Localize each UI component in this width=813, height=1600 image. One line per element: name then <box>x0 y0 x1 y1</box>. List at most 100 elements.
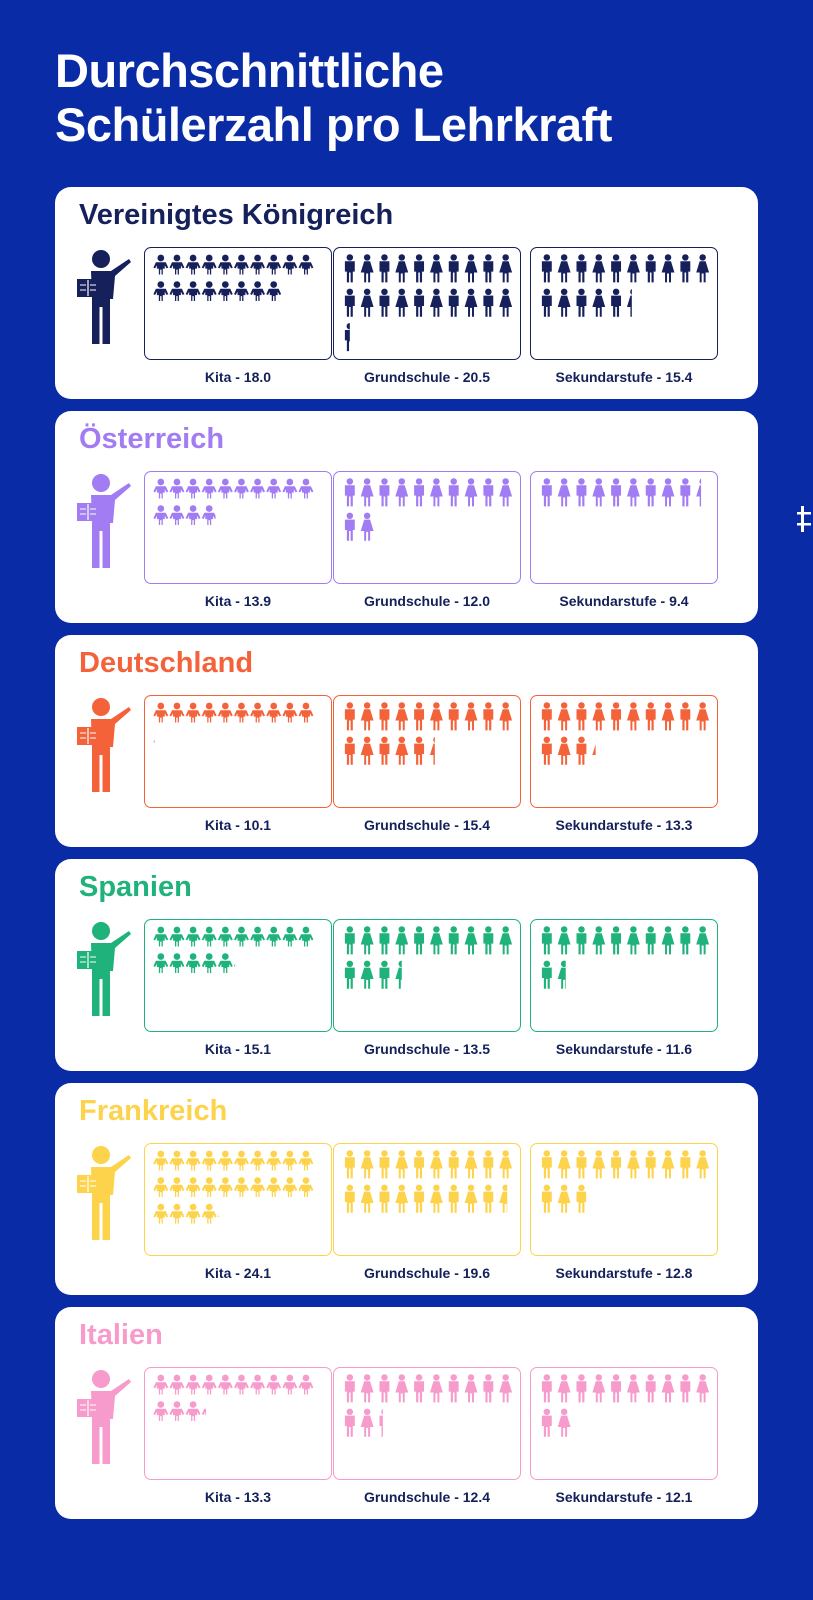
pictogram-figure-icon <box>414 926 425 955</box>
pictogram-figure-icon <box>201 926 217 947</box>
pictogram-figure-icon <box>464 1184 478 1213</box>
pictogram-figure-icon <box>499 1374 513 1403</box>
pictogram-box-1 <box>333 471 521 584</box>
pictogram-figure-icon <box>557 254 571 283</box>
pictogram-figure-icon <box>541 702 552 731</box>
pictogram-figure-icon <box>360 1374 374 1403</box>
pictogram-marks <box>344 1374 513 1437</box>
pictogram-figure-icon <box>448 1184 459 1213</box>
pictogram-figure-icon <box>298 702 314 723</box>
pictogram-figure-icon <box>557 960 566 989</box>
pictogram-figure-icon <box>360 1408 374 1437</box>
pictogram-figure-icon <box>429 254 443 283</box>
pictogram-marks <box>344 1150 513 1213</box>
pictogram-figure-icon <box>395 1184 409 1213</box>
pictogram-figure-icon <box>360 1184 374 1213</box>
pictogram-figure-icon <box>282 478 298 499</box>
pictogram-figure-icon <box>483 926 494 955</box>
pictogram-figure-icon <box>414 288 425 317</box>
pictogram-figure-icon <box>448 1150 459 1179</box>
pictogram-marks <box>153 254 314 302</box>
pictogram-figure-icon <box>217 1177 233 1198</box>
pictogram-figure-icon <box>169 505 185 526</box>
pictogram-figure-icon <box>557 478 571 507</box>
pictogram-figure-icon <box>153 702 169 723</box>
pictogram-figure-icon <box>185 254 201 275</box>
pictogram-figure-icon <box>645 478 656 507</box>
teacher-pointer-icon <box>77 922 131 1016</box>
pictogram-figure-icon <box>499 926 513 955</box>
pictogram-figure-icon <box>576 478 587 507</box>
pictogram-figure-icon <box>344 1374 355 1403</box>
pictogram-figure-icon <box>201 1374 217 1395</box>
pictogram-figure-icon <box>611 926 622 955</box>
pictogram-marks <box>153 926 314 974</box>
pictogram-figure-icon <box>626 288 632 317</box>
country-card: Deutschland Kita - 10.1 Grundschule - 15.4… <box>55 635 758 847</box>
pictogram-figure-icon <box>360 1150 374 1179</box>
pictogram-figure-icon <box>680 478 691 507</box>
pictogram-box-1 <box>333 1143 521 1256</box>
pictogram-figure-icon <box>217 478 233 499</box>
pictogram-figure-icon <box>217 1214 220 1218</box>
category-value-label: Grundschule - 12.0 <box>363 593 491 609</box>
pictogram-figure-icon <box>541 478 552 507</box>
pictogram-figure-icon <box>696 1150 710 1179</box>
pictogram-figure-icon <box>282 926 298 947</box>
pictogram-marks <box>153 702 314 743</box>
pictogram-figure-icon <box>169 702 185 723</box>
pictogram-figure-icon <box>169 478 185 499</box>
pictogram-figure-icon <box>541 926 552 955</box>
pictogram-box-0 <box>144 695 332 808</box>
pictogram-figure-icon <box>483 254 494 283</box>
pictogram-figure-icon <box>266 1177 282 1198</box>
pictogram-figure-icon <box>557 1374 571 1403</box>
pictogram-figure-icon <box>541 254 552 283</box>
pictogram-figure-icon <box>153 926 169 947</box>
pictogram-figure-icon <box>344 512 355 541</box>
pictogram-figure-icon <box>266 254 282 275</box>
pictogram-figure-icon <box>626 254 640 283</box>
pictogram-figure-icon <box>379 1150 390 1179</box>
pictogram-figure-icon <box>557 926 571 955</box>
category-value-label: Kita - 15.1 <box>204 1041 272 1057</box>
pictogram-figure-icon <box>234 926 249 947</box>
pictogram-figure-icon <box>576 254 587 283</box>
pictogram-figure-icon <box>576 926 587 955</box>
pictogram-figure-icon <box>483 478 494 507</box>
country-name: Frankreich <box>79 1095 228 1127</box>
category-value-label: Sekundarstufe - 12.1 <box>555 1489 693 1505</box>
pictogram-figure-icon <box>344 702 355 731</box>
title-line-1: Durchschnittliche <box>55 44 444 97</box>
pictogram-figure-icon <box>360 926 374 955</box>
pictogram-figure-icon <box>344 1150 355 1179</box>
pictogram-figure-icon <box>626 702 640 731</box>
pictogram-figure-icon <box>414 1150 425 1179</box>
pictogram-figure-icon <box>414 702 425 731</box>
pictogram-figure-icon <box>448 702 459 731</box>
pictogram-box-0 <box>144 471 332 584</box>
pictogram-figure-icon <box>344 1408 355 1437</box>
pictogram-marks <box>541 478 702 507</box>
pictogram-figure-icon <box>234 254 249 275</box>
pictogram-figure-icon <box>611 1150 622 1179</box>
pictogram-figure-icon <box>541 1150 552 1179</box>
pictogram-figure-icon <box>696 1374 710 1403</box>
pictogram-figure-icon <box>696 478 702 507</box>
pictogram-figure-icon <box>185 926 201 947</box>
pictogram-figure-icon <box>414 736 425 765</box>
pictogram-figure-icon <box>483 288 494 317</box>
pictogram-figure-icon <box>266 281 282 302</box>
pictogram-figure-icon <box>592 1374 606 1403</box>
country-name: Spanien <box>79 871 192 903</box>
category-value-label: Sekundarstufe - 12.8 <box>555 1265 693 1281</box>
pictogram-figure-icon <box>680 1374 691 1403</box>
pictogram-figure-icon <box>344 960 355 989</box>
pictogram-figure-icon <box>185 1203 201 1224</box>
pictogram-figure-icon <box>429 736 435 765</box>
pictogram-figure-icon <box>201 1403 207 1416</box>
pictogram-figure-icon <box>153 1177 169 1198</box>
pictogram-figure-icon <box>499 254 513 283</box>
pictogram-figure-icon <box>379 254 390 283</box>
pictogram-figure-icon <box>169 1150 185 1171</box>
